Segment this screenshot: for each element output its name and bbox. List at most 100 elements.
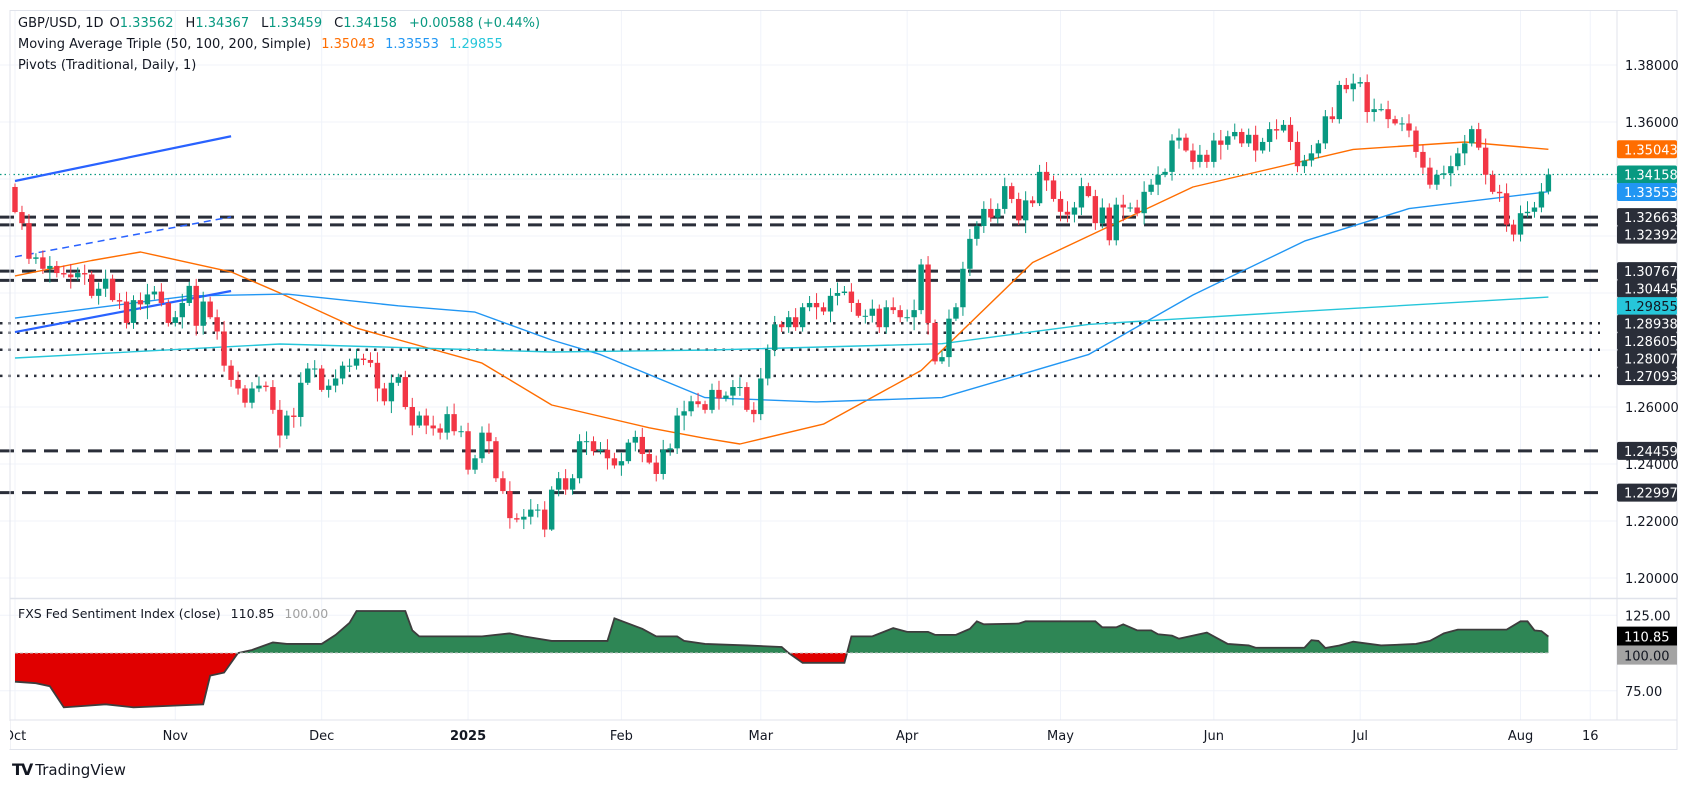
candle: [932, 319, 938, 365]
candle: [981, 201, 987, 233]
candle: [904, 309, 910, 322]
candle: [1448, 155, 1454, 187]
candle: [207, 296, 213, 320]
sentiment-baseline-tag-label: 100.00: [1624, 650, 1670, 665]
candle: [779, 320, 785, 332]
candle-body: [855, 302, 862, 316]
candle: [298, 372, 304, 427]
candle-body: [625, 442, 632, 462]
candle-body: [646, 454, 652, 463]
pivot-tag-bg: [1617, 441, 1677, 460]
candle: [284, 410, 290, 440]
candle-body: [806, 302, 813, 308]
candle-body: [988, 208, 994, 218]
candle: [751, 402, 757, 423]
candle-body: [40, 257, 46, 269]
candle: [521, 509, 527, 530]
candle-body: [353, 358, 360, 366]
open-label: O: [109, 16, 120, 31]
candle-body: [444, 414, 450, 433]
candle: [1329, 107, 1336, 123]
candle: [897, 305, 903, 323]
candle-body: [1029, 200, 1036, 204]
candle-body: [1239, 131, 1245, 144]
price-tick-label: 1.22000: [1625, 515, 1679, 530]
candle: [82, 264, 88, 285]
candle-body: [423, 415, 429, 426]
candle: [723, 391, 729, 402]
candle: [960, 261, 966, 316]
candle: [1169, 134, 1175, 181]
candle-body: [1378, 109, 1384, 111]
candle-body: [576, 441, 583, 479]
candle: [1510, 219, 1517, 242]
candle: [730, 380, 736, 406]
candle-body: [521, 516, 527, 520]
candle-body: [1538, 191, 1545, 208]
time-tick-label: Feb: [610, 729, 633, 744]
candle: [820, 302, 827, 316]
candle-body: [883, 307, 889, 328]
candle: [1455, 147, 1461, 171]
high-label: H: [185, 16, 196, 31]
candle-body: [528, 509, 534, 517]
candle: [806, 295, 813, 312]
candle: [834, 282, 841, 306]
candle: [144, 283, 151, 320]
candle: [1029, 196, 1036, 207]
candle-body: [939, 357, 945, 362]
symbol-legend: GBP/USD, 1D O1.33562 H1.34367 L1.33459 C1.34…: [18, 13, 546, 34]
candle-body: [1218, 140, 1224, 145]
candle: [451, 403, 457, 436]
candle-body: [1350, 83, 1356, 90]
price-tag-label: 1.29855: [1624, 300, 1678, 315]
axis-edge: [0, 721, 10, 749]
candle-body: [737, 387, 743, 389]
candle: [1524, 201, 1531, 218]
price-tag-label: 1.35043: [1624, 143, 1678, 158]
candle-body: [277, 409, 283, 436]
candle-body: [841, 291, 848, 293]
tradingview-logo[interactable]: TV TradingView: [12, 760, 126, 779]
candle-body: [61, 273, 67, 275]
price-tick-label: 1.26000: [1625, 401, 1679, 416]
candle: [1434, 169, 1440, 190]
pivot-tag-label: 1.28007: [1624, 353, 1678, 368]
candle: [95, 282, 102, 305]
candle: [1336, 80, 1342, 124]
trendline[interactable]: [14, 216, 232, 258]
candle: [186, 281, 192, 307]
candle-body: [925, 264, 931, 323]
pivot-tag-bg: [1617, 262, 1677, 281]
candle-body: [1510, 224, 1517, 235]
time-tick-label: Dec: [309, 729, 334, 744]
time-tick-label: May: [1047, 729, 1074, 744]
candle: [918, 258, 924, 315]
pivot-tag-label: 1.28938: [1624, 318, 1678, 333]
candle-body: [221, 331, 227, 366]
price-tag: 1.33553: [1617, 182, 1678, 201]
pivot-tag: 1.28605: [1617, 332, 1678, 351]
price-tag: 1.35043: [1617, 140, 1678, 159]
trendline[interactable]: [14, 135, 232, 183]
candle: [1371, 98, 1377, 122]
candle-body: [535, 509, 541, 511]
candle-body: [1106, 207, 1112, 241]
candle: [374, 352, 381, 402]
candle: [12, 183, 18, 214]
candle: [548, 486, 555, 531]
price-tick-label: 1.24000: [1625, 458, 1679, 473]
low-label: L: [261, 16, 269, 31]
candle: [472, 454, 478, 474]
candle: [172, 310, 179, 327]
candle: [507, 481, 513, 529]
candle-body: [639, 436, 645, 455]
pivot-tag-bg: [1617, 279, 1677, 298]
pivot-tag: 1.32392: [1617, 225, 1678, 244]
time-axis[interactable]: Oct Nov Dec 2025 Feb Mar Apr May Jun Jul Aug 16: [0, 721, 1598, 749]
candle-body: [1343, 84, 1349, 90]
candle-body: [1071, 207, 1078, 215]
price-axis[interactable]: 1.38000 1.36000 1.26000 1.24000 1.22000 1.200…: [1617, 59, 1679, 700]
candle: [270, 380, 276, 414]
